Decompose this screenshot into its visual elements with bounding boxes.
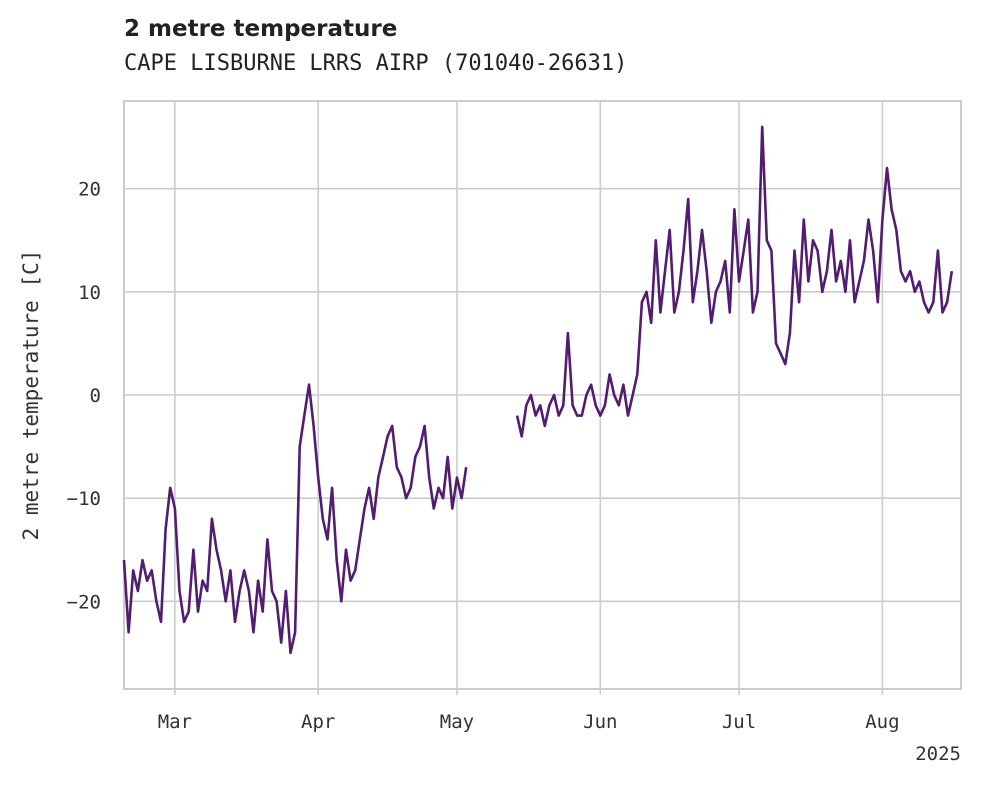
y-axis-label: 2 metre temperature [C] bbox=[19, 250, 43, 541]
y-tick-label: 20 bbox=[78, 179, 101, 201]
temperature-series-line bbox=[122, 383, 468, 655]
chart-subtitle: CAPE LISBURNE LRRS AIRP (701040-26631) bbox=[124, 51, 628, 76]
y-tick-label: −10 bbox=[67, 488, 101, 510]
y-tick-label: 10 bbox=[78, 282, 101, 304]
year-label: 2025 bbox=[915, 743, 961, 765]
chart-title: 2 metre temperature bbox=[124, 16, 398, 42]
x-tick-label: May bbox=[440, 711, 474, 733]
x-tick-label: Apr bbox=[301, 711, 335, 733]
x-tick-label: Jul bbox=[722, 711, 756, 733]
x-tick-label: Aug bbox=[865, 711, 899, 733]
plot-frame bbox=[123, 100, 962, 690]
x-tick-label: Jun bbox=[583, 711, 617, 733]
temperature-series-line bbox=[515, 125, 954, 438]
x-tick-label: Mar bbox=[158, 711, 192, 733]
line-layer bbox=[122, 125, 954, 655]
y-tick-label: −20 bbox=[67, 591, 101, 613]
tick-layer: Mar Apr May Jun Jul Aug −20 −10 0 10 20 bbox=[67, 179, 900, 733]
y-tick-label: 0 bbox=[90, 385, 101, 407]
